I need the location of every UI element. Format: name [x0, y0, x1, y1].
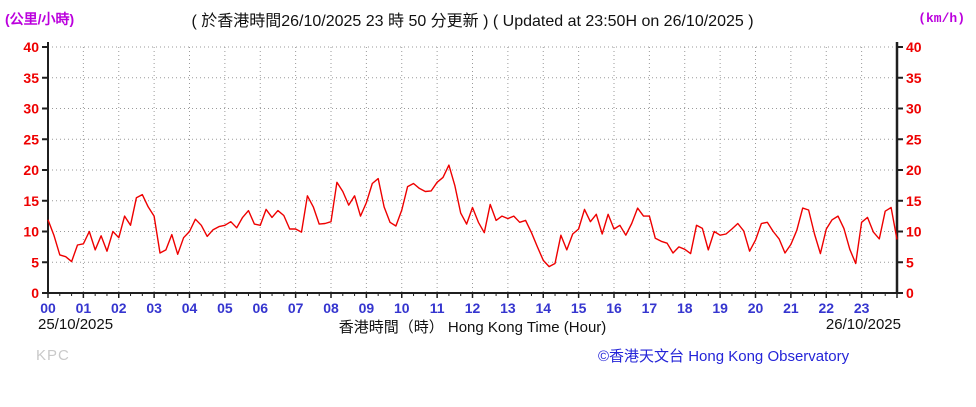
x-tick-label: 11 [430, 300, 445, 316]
y-tick-label-left: 25 [23, 131, 39, 147]
y-tick-label-right: 40 [906, 39, 922, 55]
y-axis-unit-right: (km/h) [918, 11, 965, 26]
y-tick-label-right: 30 [906, 101, 922, 117]
y-tick-label-left: 15 [23, 193, 39, 209]
x-tick-label: 13 [500, 300, 516, 316]
x-tick-label: 21 [783, 300, 799, 316]
y-tick-label-left: 10 [23, 224, 39, 240]
x-tick-label: 05 [217, 300, 233, 316]
y-tick-label-right: 35 [906, 70, 922, 86]
y-tick-label-left: 40 [23, 39, 39, 55]
x-tick-label: 04 [182, 300, 198, 316]
date-start: 25/10/2025 [38, 316, 114, 333]
x-tick-label: 20 [748, 300, 764, 316]
y-tick-label-right: 5 [906, 254, 914, 270]
x-tick-label: 00 [40, 300, 56, 316]
date-end: 26/10/2025 [825, 316, 901, 333]
wind-speed-line [47, 164, 898, 268]
y-tick-label-right: 20 [906, 162, 922, 178]
y-tick-label-left: 20 [23, 162, 39, 178]
x-tick-label: 22 [818, 300, 834, 316]
x-tick-label: 14 [535, 300, 551, 316]
x-tick-label: 02 [111, 300, 127, 316]
x-tick-label: 16 [606, 300, 622, 316]
x-tick-label: 10 [394, 300, 410, 316]
x-tick-label: 18 [677, 300, 693, 316]
y-tick-label-right: 0 [906, 285, 914, 301]
x-tick-label: 03 [146, 300, 162, 316]
y-tick-label-right: 25 [906, 131, 922, 147]
y-tick-label-left: 5 [31, 254, 39, 270]
x-axis-label: 香港時間（時） Hong Kong Time (Hour) [338, 319, 607, 336]
x-tick-label: 06 [252, 300, 268, 316]
chart-title: ( 於香港時間26/10/2025 23 時 50 分更新 ) ( Update… [191, 13, 754, 30]
y-axis-unit-left: (公里/小時) [5, 11, 75, 27]
x-tick-label: 15 [571, 300, 587, 316]
copyright: ©香港天文台 Hong Kong Observatory [598, 348, 850, 365]
x-tick-label: 09 [359, 300, 375, 316]
y-tick-label-left: 35 [23, 70, 39, 86]
x-tick-label: 01 [76, 300, 92, 316]
x-tick-label: 12 [465, 300, 481, 316]
y-tick-label-left: 30 [23, 101, 39, 117]
y-tick-label-right: 10 [906, 224, 922, 240]
y-tick-label-right: 15 [906, 193, 922, 209]
x-tick-label: 23 [854, 300, 870, 316]
y-tick-label-left: 0 [31, 285, 39, 301]
station-code: KPC [36, 347, 70, 364]
x-tick-label: 07 [288, 300, 304, 316]
x-tick-label: 17 [642, 300, 658, 316]
x-tick-label: 19 [712, 300, 728, 316]
x-tick-label: 08 [323, 300, 339, 316]
